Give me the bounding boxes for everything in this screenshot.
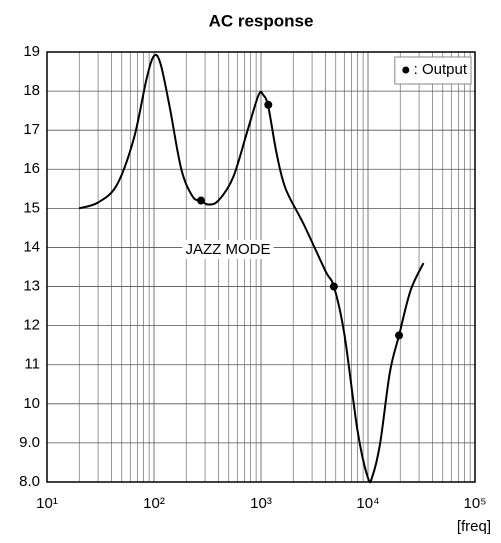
legend-label: : Output: [414, 61, 468, 78]
plot-frame: [46, 51, 476, 483]
x-tick-label: 10³: [250, 495, 272, 512]
y-tick-label: 14: [23, 238, 40, 255]
x-tick-label: 10¹: [36, 495, 58, 512]
x-tick-label: 10⁵: [464, 495, 487, 512]
response-curve: [78, 53, 425, 484]
legend-marker: [402, 66, 410, 74]
output-point: [197, 196, 206, 205]
y-tick-label: 10: [23, 395, 40, 412]
y-tick-label: 16: [23, 160, 40, 177]
y-tick-label: 19: [23, 43, 40, 60]
annotation: JAZZ MODE: [186, 241, 271, 258]
x-tick-label: 10²: [143, 495, 165, 512]
output-point: [329, 282, 338, 291]
y-tick-label: 11: [24, 356, 40, 373]
output-point: [395, 331, 404, 340]
annotation-background: [182, 239, 274, 259]
y-tick-label: 18: [23, 82, 40, 99]
y-tick-label: 12: [23, 317, 40, 334]
output-point: [264, 100, 273, 109]
x-tick-label: 10⁴: [356, 495, 379, 512]
y-tick-label: 13: [23, 278, 40, 295]
y-tick-label: 8.0: [19, 473, 40, 490]
y-tick-label: 9.0: [19, 434, 40, 451]
y-tick-label: 15: [23, 199, 40, 216]
y-tick-label: 17: [23, 121, 40, 138]
x-axis-label: [freq]: [457, 518, 491, 535]
chart-title: AC response: [209, 11, 314, 30]
